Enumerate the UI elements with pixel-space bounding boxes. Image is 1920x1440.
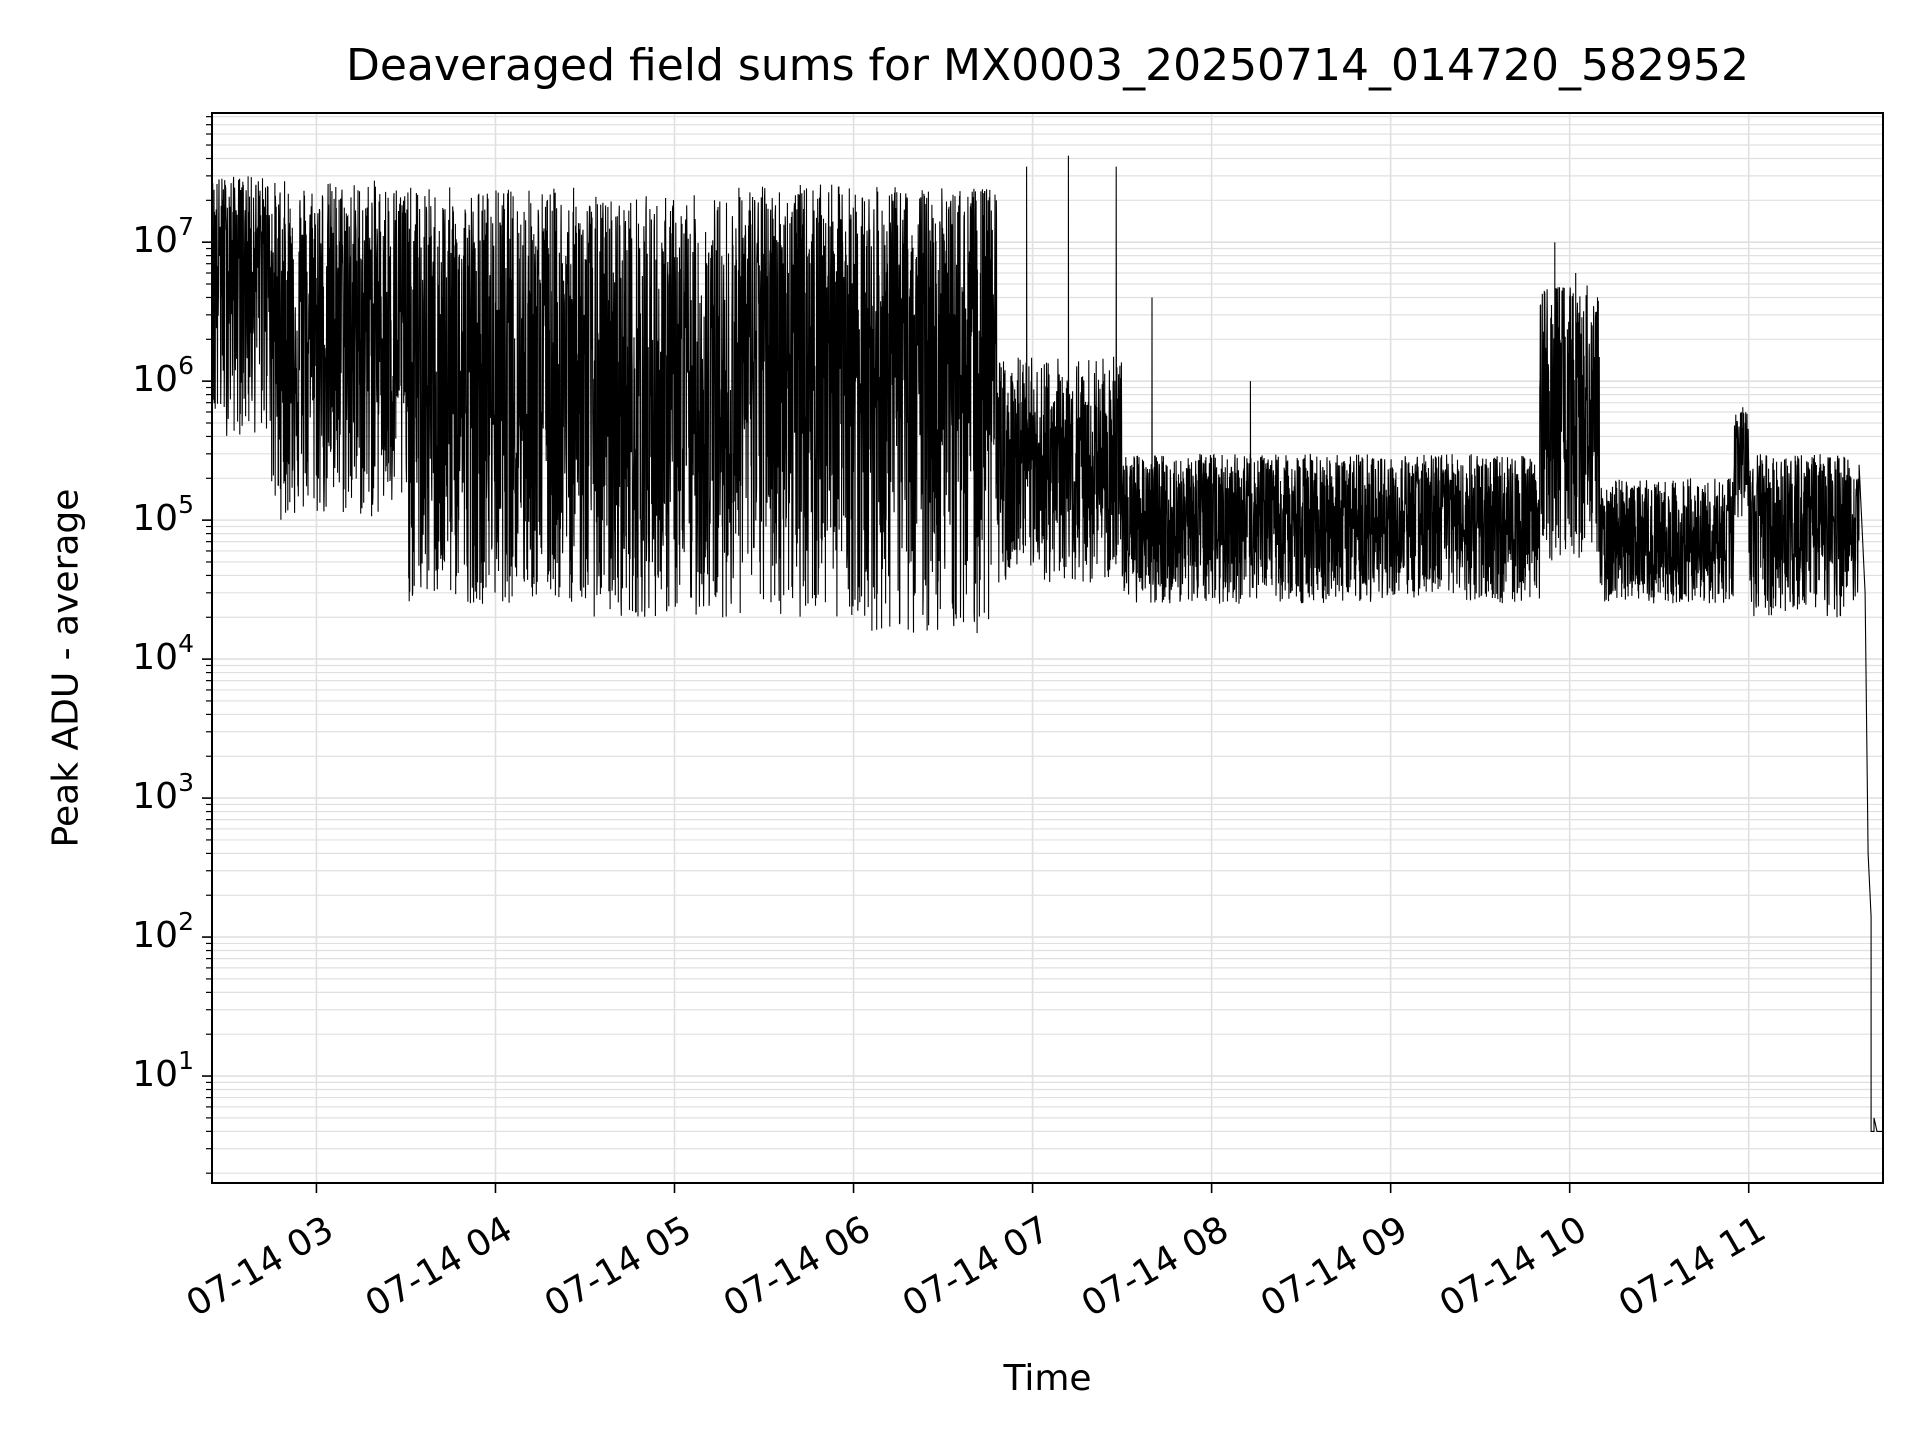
x-tick-label: 07-14 09 — [1254, 1209, 1415, 1325]
x-axis-label: Time — [1003, 1358, 1092, 1399]
y-tick-label: 106 — [132, 351, 194, 400]
y-tick-label: 103 — [132, 768, 194, 817]
y-tick-label: 104 — [132, 629, 194, 678]
series-line — [212, 155, 1883, 1132]
x-tick-label: 07-14 11 — [1612, 1209, 1773, 1325]
chart-title: Deaveraged field sums for MX0003_2025071… — [346, 40, 1749, 91]
y-tick-label: 105 — [132, 490, 194, 539]
y-tick-label: 107 — [132, 212, 194, 261]
y-tick-label: 101 — [132, 1046, 194, 1095]
grid-layer — [212, 113, 1883, 1183]
plot-frame — [211, 112, 1884, 1184]
y-tick-label: 102 — [132, 907, 194, 956]
x-tick-label: 07-14 04 — [359, 1209, 520, 1325]
series-layer — [212, 155, 1883, 1132]
x-tick-label: 07-14 10 — [1433, 1209, 1594, 1325]
x-tick-label: 07-14 08 — [1075, 1209, 1236, 1325]
x-tick-label: 07-14 07 — [896, 1209, 1057, 1325]
x-tick-label: 07-14 06 — [717, 1209, 878, 1325]
x-tick-label: 07-14 03 — [180, 1209, 341, 1325]
x-tick-label: 07-14 05 — [538, 1209, 699, 1325]
